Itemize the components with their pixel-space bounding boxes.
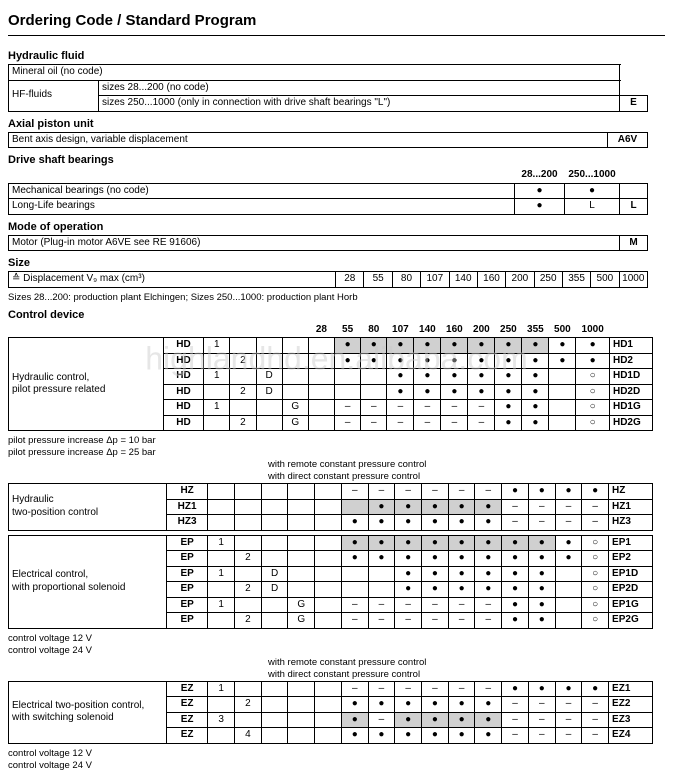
sz-7: 250 — [534, 272, 562, 288]
ctrl-group-label: Electrical two-position control, with sw… — [9, 681, 167, 743]
ctrl-press2: pilot pressure increase Δp = 25 bar — [8, 447, 665, 458]
table-size: ≙ Displacement V₉ max (cm³) 28 55 80 107… — [8, 271, 648, 288]
ctrl-group-label: Electrical control, with proportional so… — [9, 535, 167, 628]
size-r1: ≙ Displacement V₉ max (cm³) — [9, 272, 336, 288]
table-hydraulic-fluid: Mineral oil (no code) HF-fluids sizes 28… — [8, 64, 648, 112]
size-foot: Sizes 28...200: production plant Elching… — [8, 292, 665, 303]
table-ctrl-ez: Electrical two-position control, with sw… — [8, 681, 653, 744]
hf-row2b: sizes 28...200 (no code) — [99, 80, 620, 96]
sz-6: 200 — [506, 272, 534, 288]
table-ctrl: 2855801071401602002503555001000 Hydrauli… — [8, 323, 653, 432]
ctrl-press1: pilot pressure increase Δp = 10 bar — [8, 435, 665, 446]
ctrl-note1a: with remote constant pressure control — [268, 459, 665, 470]
hf-code: E — [620, 96, 648, 112]
hf-row2c: sizes 250...1000 (only in connection wit… — [99, 96, 620, 112]
sz-4: 140 — [449, 272, 477, 288]
sz-9: 500 — [591, 272, 619, 288]
hf-row1: Mineral oil (no code) — [9, 65, 620, 81]
table-mode: Motor (Plug-in motor A6VE see RE 91606) … — [8, 235, 648, 252]
table-ctrl-ep: Electrical control, with proportional so… — [8, 535, 653, 629]
section-mode: Mode of operation — [8, 221, 665, 233]
mode-code: M — [620, 235, 648, 251]
drive-h2: 250...1000 — [565, 168, 620, 183]
axial-row1: Bent axis design, variable displacement — [9, 132, 608, 148]
page-title: Ordering Code / Standard Program — [8, 12, 665, 36]
section-hydraulic-fluid: Hydraulic fluid — [8, 50, 665, 62]
ctrl-note2a: with direct constant pressure control — [268, 471, 665, 482]
section-ctrl: Control device — [8, 309, 665, 321]
section-drive: Drive shaft bearings — [8, 154, 665, 166]
ctrl-volt1b: control voltage 12 V — [8, 748, 665, 759]
sz-8: 355 — [562, 272, 590, 288]
section-axial: Axial piston unit — [8, 118, 665, 130]
axial-code: A6V — [608, 132, 648, 148]
drive-r1-c2 — [565, 183, 620, 199]
sz-10: 1000 — [619, 272, 647, 288]
drive-r1: Mechanical bearings (no code) — [9, 183, 515, 199]
drive-r1-c1 — [515, 183, 565, 199]
ctrl-note2b: with direct constant pressure control — [268, 669, 665, 680]
sz-5: 160 — [477, 272, 505, 288]
ctrl-group-label: Hydraulic two-position control — [9, 484, 167, 531]
drive-r2-c1 — [515, 199, 565, 215]
ctrl-volt2b: control voltage 24 V — [8, 760, 665, 771]
sz-0: 28 — [336, 272, 364, 288]
table-drive: 28...200 250...1000 Mechanical bearings … — [8, 168, 648, 215]
table-ctrl-hz: Hydraulic two-position controlHZ––––––●●… — [8, 483, 653, 531]
ctrl-group-label: Hydraulic control, pilot pressure relate… — [9, 338, 164, 431]
sz-2: 80 — [392, 272, 420, 288]
table-axial: Bent axis design, variable displacement … — [8, 132, 648, 149]
mode-r1: Motor (Plug-in motor A6VE see RE 91606) — [9, 235, 620, 251]
ctrl-volt1a: control voltage 12 V — [8, 633, 665, 644]
ctrl-volt2a: control voltage 24 V — [8, 645, 665, 656]
drive-code: L — [620, 199, 648, 215]
drive-r2-c2: L — [565, 199, 620, 215]
drive-r2: Long-Life bearings — [9, 199, 515, 215]
hf-row2a: HF-fluids — [9, 80, 99, 111]
section-size: Size — [8, 257, 665, 269]
sz-1: 55 — [364, 272, 392, 288]
drive-h1: 28...200 — [515, 168, 565, 183]
sz-3: 107 — [421, 272, 449, 288]
ctrl-note1b: with remote constant pressure control — [268, 657, 665, 668]
